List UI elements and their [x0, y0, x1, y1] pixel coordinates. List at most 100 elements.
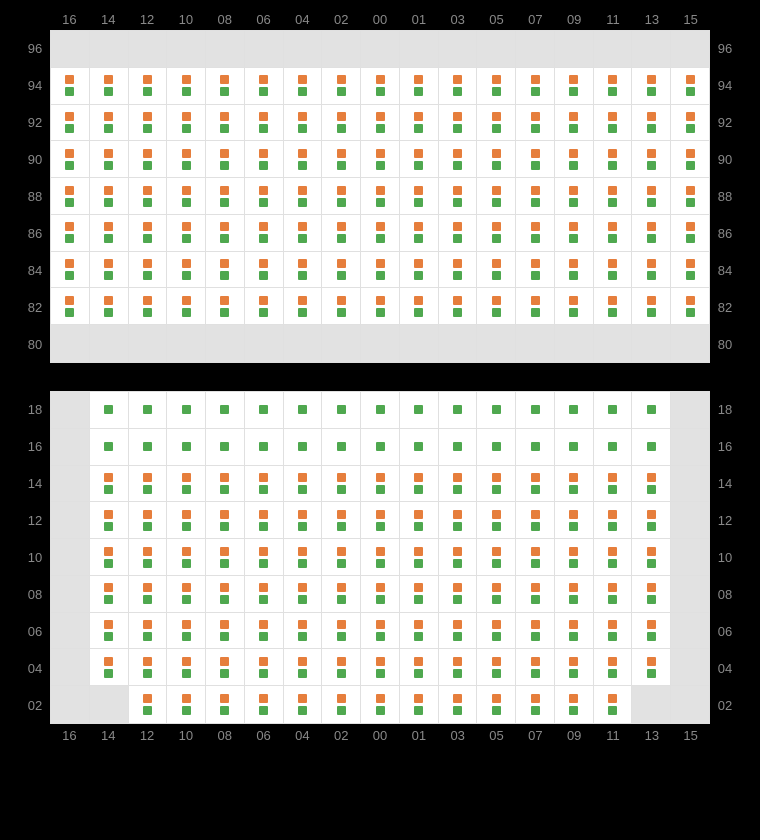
- marker: [531, 559, 540, 568]
- grid-cell: [361, 429, 400, 466]
- marker: [608, 706, 617, 715]
- marker: [453, 222, 462, 231]
- grid-cell: [361, 178, 400, 215]
- row-label: 92: [710, 104, 740, 141]
- marker: [492, 706, 501, 715]
- grid-cell: [90, 105, 129, 142]
- grid-cell: [594, 31, 633, 68]
- marker: [376, 186, 385, 195]
- grid-cell: [322, 576, 361, 613]
- marker: [453, 161, 462, 170]
- marker: [298, 149, 307, 158]
- grid-cell: [671, 576, 709, 613]
- grid-cell: [90, 539, 129, 576]
- grid-cell: [206, 429, 245, 466]
- marker: [220, 632, 229, 641]
- grid-cell: [555, 539, 594, 576]
- grid-cell: [477, 429, 516, 466]
- marker: [686, 296, 695, 305]
- column-labels: 1614121008060402000103050709111315: [0, 8, 760, 30]
- marker: [104, 405, 113, 414]
- grid-cell: [671, 539, 709, 576]
- marker: [143, 485, 152, 494]
- grid-cell: [129, 325, 168, 362]
- marker: [608, 442, 617, 451]
- marker: [259, 234, 268, 243]
- row-label: 08: [20, 576, 50, 613]
- marker: [259, 149, 268, 158]
- marker: [298, 161, 307, 170]
- marker: [376, 559, 385, 568]
- marker: [143, 559, 152, 568]
- grid-cell: [594, 649, 633, 686]
- row-label: 14: [710, 465, 740, 502]
- row-labels: 969492908886848280: [20, 30, 50, 363]
- marker: [298, 405, 307, 414]
- grid-row: [51, 466, 709, 503]
- marker: [337, 405, 346, 414]
- marker: [337, 547, 346, 556]
- grid-cell: [439, 141, 478, 178]
- marker: [414, 222, 423, 231]
- grid-cell: [594, 613, 633, 650]
- grid-cell: [516, 576, 555, 613]
- marker: [220, 547, 229, 556]
- grid-cell: [206, 215, 245, 252]
- column-label: 01: [399, 8, 438, 30]
- grid-cell: [90, 613, 129, 650]
- grid-cell: [439, 429, 478, 466]
- marker: [298, 112, 307, 121]
- row-label: 84: [20, 252, 50, 289]
- marker: [143, 296, 152, 305]
- marker: [569, 706, 578, 715]
- marker: [531, 595, 540, 604]
- marker: [220, 510, 229, 519]
- marker: [104, 198, 113, 207]
- grid-cell: [167, 31, 206, 68]
- grid-cell: [129, 178, 168, 215]
- grid-cell: [361, 325, 400, 362]
- row-label: 94: [710, 67, 740, 104]
- marker: [298, 259, 307, 268]
- grid-cell: [594, 252, 633, 289]
- marker: [298, 124, 307, 133]
- marker: [453, 694, 462, 703]
- column-label: 05: [477, 724, 516, 746]
- grid-cell: [245, 105, 284, 142]
- marker: [647, 522, 656, 531]
- marker: [104, 87, 113, 96]
- grid-row: [51, 68, 709, 105]
- marker: [492, 271, 501, 280]
- marker: [569, 595, 578, 604]
- grid-cell: [671, 466, 709, 503]
- marker: [608, 485, 617, 494]
- marker: [414, 669, 423, 678]
- grid-cell: [167, 686, 206, 723]
- marker: [298, 442, 307, 451]
- marker: [376, 271, 385, 280]
- marker: [376, 198, 385, 207]
- grid-cell: [632, 31, 671, 68]
- marker: [298, 547, 307, 556]
- grid-cell: [206, 31, 245, 68]
- marker: [647, 87, 656, 96]
- marker: [143, 547, 152, 556]
- marker: [182, 186, 191, 195]
- grid-row: [51, 288, 709, 325]
- marker: [492, 405, 501, 414]
- grid-cell: [516, 141, 555, 178]
- marker: [608, 87, 617, 96]
- marker: [414, 706, 423, 715]
- row-label: 08: [710, 576, 740, 613]
- marker: [259, 405, 268, 414]
- marker: [337, 259, 346, 268]
- grid-cell: [516, 686, 555, 723]
- grid-row: [51, 613, 709, 650]
- marker: [259, 559, 268, 568]
- grid-cell: [632, 466, 671, 503]
- column-label: 07: [516, 8, 555, 30]
- marker: [608, 149, 617, 158]
- column-label: 10: [166, 724, 205, 746]
- marker: [531, 186, 540, 195]
- grid-cell: [439, 178, 478, 215]
